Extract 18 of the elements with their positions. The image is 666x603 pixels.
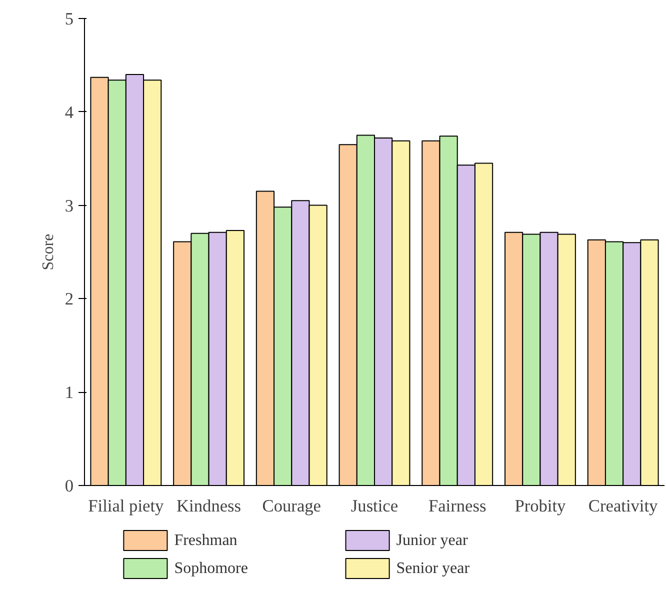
y-tick-label: 1 xyxy=(64,383,74,402)
legend-label: Freshman xyxy=(174,532,238,549)
x-tick-label: Probity xyxy=(514,496,566,516)
x-tick-label: Creativity xyxy=(588,496,658,516)
x-tick-label: Justice xyxy=(350,496,398,516)
y-tick-label: 4 xyxy=(64,102,74,122)
x-tick-label: Kindness xyxy=(176,496,242,516)
x-tick-label: Courage xyxy=(262,496,322,516)
y-tick-label: 5 xyxy=(64,10,74,28)
legend-label: Junior year xyxy=(396,532,468,549)
y-axis-title: Score xyxy=(40,234,57,270)
x-tick-label: Fairness xyxy=(428,496,486,516)
y-tick-label: 2 xyxy=(64,290,74,309)
legend-label: Senior year xyxy=(396,560,470,577)
y-tick-label: 0 xyxy=(64,476,74,496)
x-tick-label: Filial piety xyxy=(88,496,164,516)
y-tick-label: 3 xyxy=(64,196,74,216)
legend-label: Sophomore xyxy=(174,560,248,577)
